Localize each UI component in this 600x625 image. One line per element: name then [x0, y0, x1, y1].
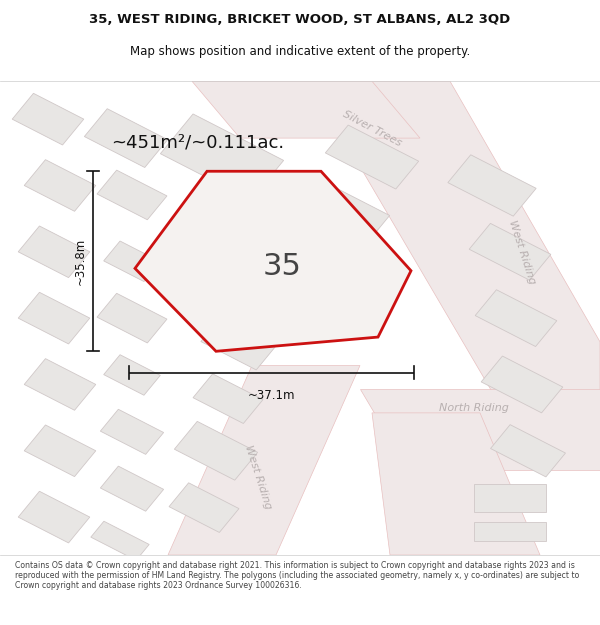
Polygon shape — [12, 93, 84, 145]
Polygon shape — [193, 374, 263, 424]
Text: 35, WEST RIDING, BRICKET WOOD, ST ALBANS, AL2 3QD: 35, WEST RIDING, BRICKET WOOD, ST ALBANS… — [89, 13, 511, 26]
Polygon shape — [475, 290, 557, 346]
Polygon shape — [208, 173, 308, 245]
Polygon shape — [168, 366, 360, 555]
Polygon shape — [160, 114, 284, 200]
Polygon shape — [24, 159, 96, 211]
Text: Silver Trees: Silver Trees — [341, 109, 403, 148]
Polygon shape — [169, 482, 239, 532]
Text: West Riding: West Riding — [507, 219, 537, 285]
Polygon shape — [24, 425, 96, 477]
Polygon shape — [97, 170, 167, 220]
Polygon shape — [481, 356, 563, 413]
Polygon shape — [18, 491, 90, 543]
Polygon shape — [100, 409, 164, 454]
Polygon shape — [24, 359, 96, 410]
Polygon shape — [474, 522, 546, 541]
Polygon shape — [18, 292, 90, 344]
Polygon shape — [100, 466, 164, 511]
Text: Contains OS data © Crown copyright and database right 2021. This information is : Contains OS data © Crown copyright and d… — [15, 561, 579, 591]
Text: ~37.1m: ~37.1m — [248, 389, 295, 402]
Polygon shape — [307, 184, 389, 243]
Text: North Riding: North Riding — [439, 403, 509, 413]
Polygon shape — [175, 421, 257, 480]
Polygon shape — [372, 413, 540, 555]
Polygon shape — [85, 109, 167, 168]
Polygon shape — [209, 249, 295, 312]
Polygon shape — [360, 389, 600, 470]
Polygon shape — [18, 226, 90, 278]
Text: 35: 35 — [263, 251, 301, 281]
Polygon shape — [104, 241, 160, 281]
Polygon shape — [192, 81, 420, 138]
Polygon shape — [448, 155, 536, 216]
Polygon shape — [360, 81, 600, 422]
Text: West Riding: West Riding — [243, 444, 273, 510]
Polygon shape — [135, 171, 411, 351]
Text: ~451m²/~0.111ac.: ~451m²/~0.111ac. — [111, 134, 284, 152]
Polygon shape — [474, 484, 546, 512]
Polygon shape — [91, 521, 149, 561]
Polygon shape — [491, 424, 565, 477]
Polygon shape — [469, 223, 551, 280]
Polygon shape — [325, 125, 419, 189]
Polygon shape — [104, 355, 160, 395]
Polygon shape — [97, 293, 167, 343]
Text: Map shows position and indicative extent of the property.: Map shows position and indicative extent… — [130, 45, 470, 58]
Text: ~35.8m: ~35.8m — [73, 238, 86, 285]
Polygon shape — [201, 314, 279, 370]
